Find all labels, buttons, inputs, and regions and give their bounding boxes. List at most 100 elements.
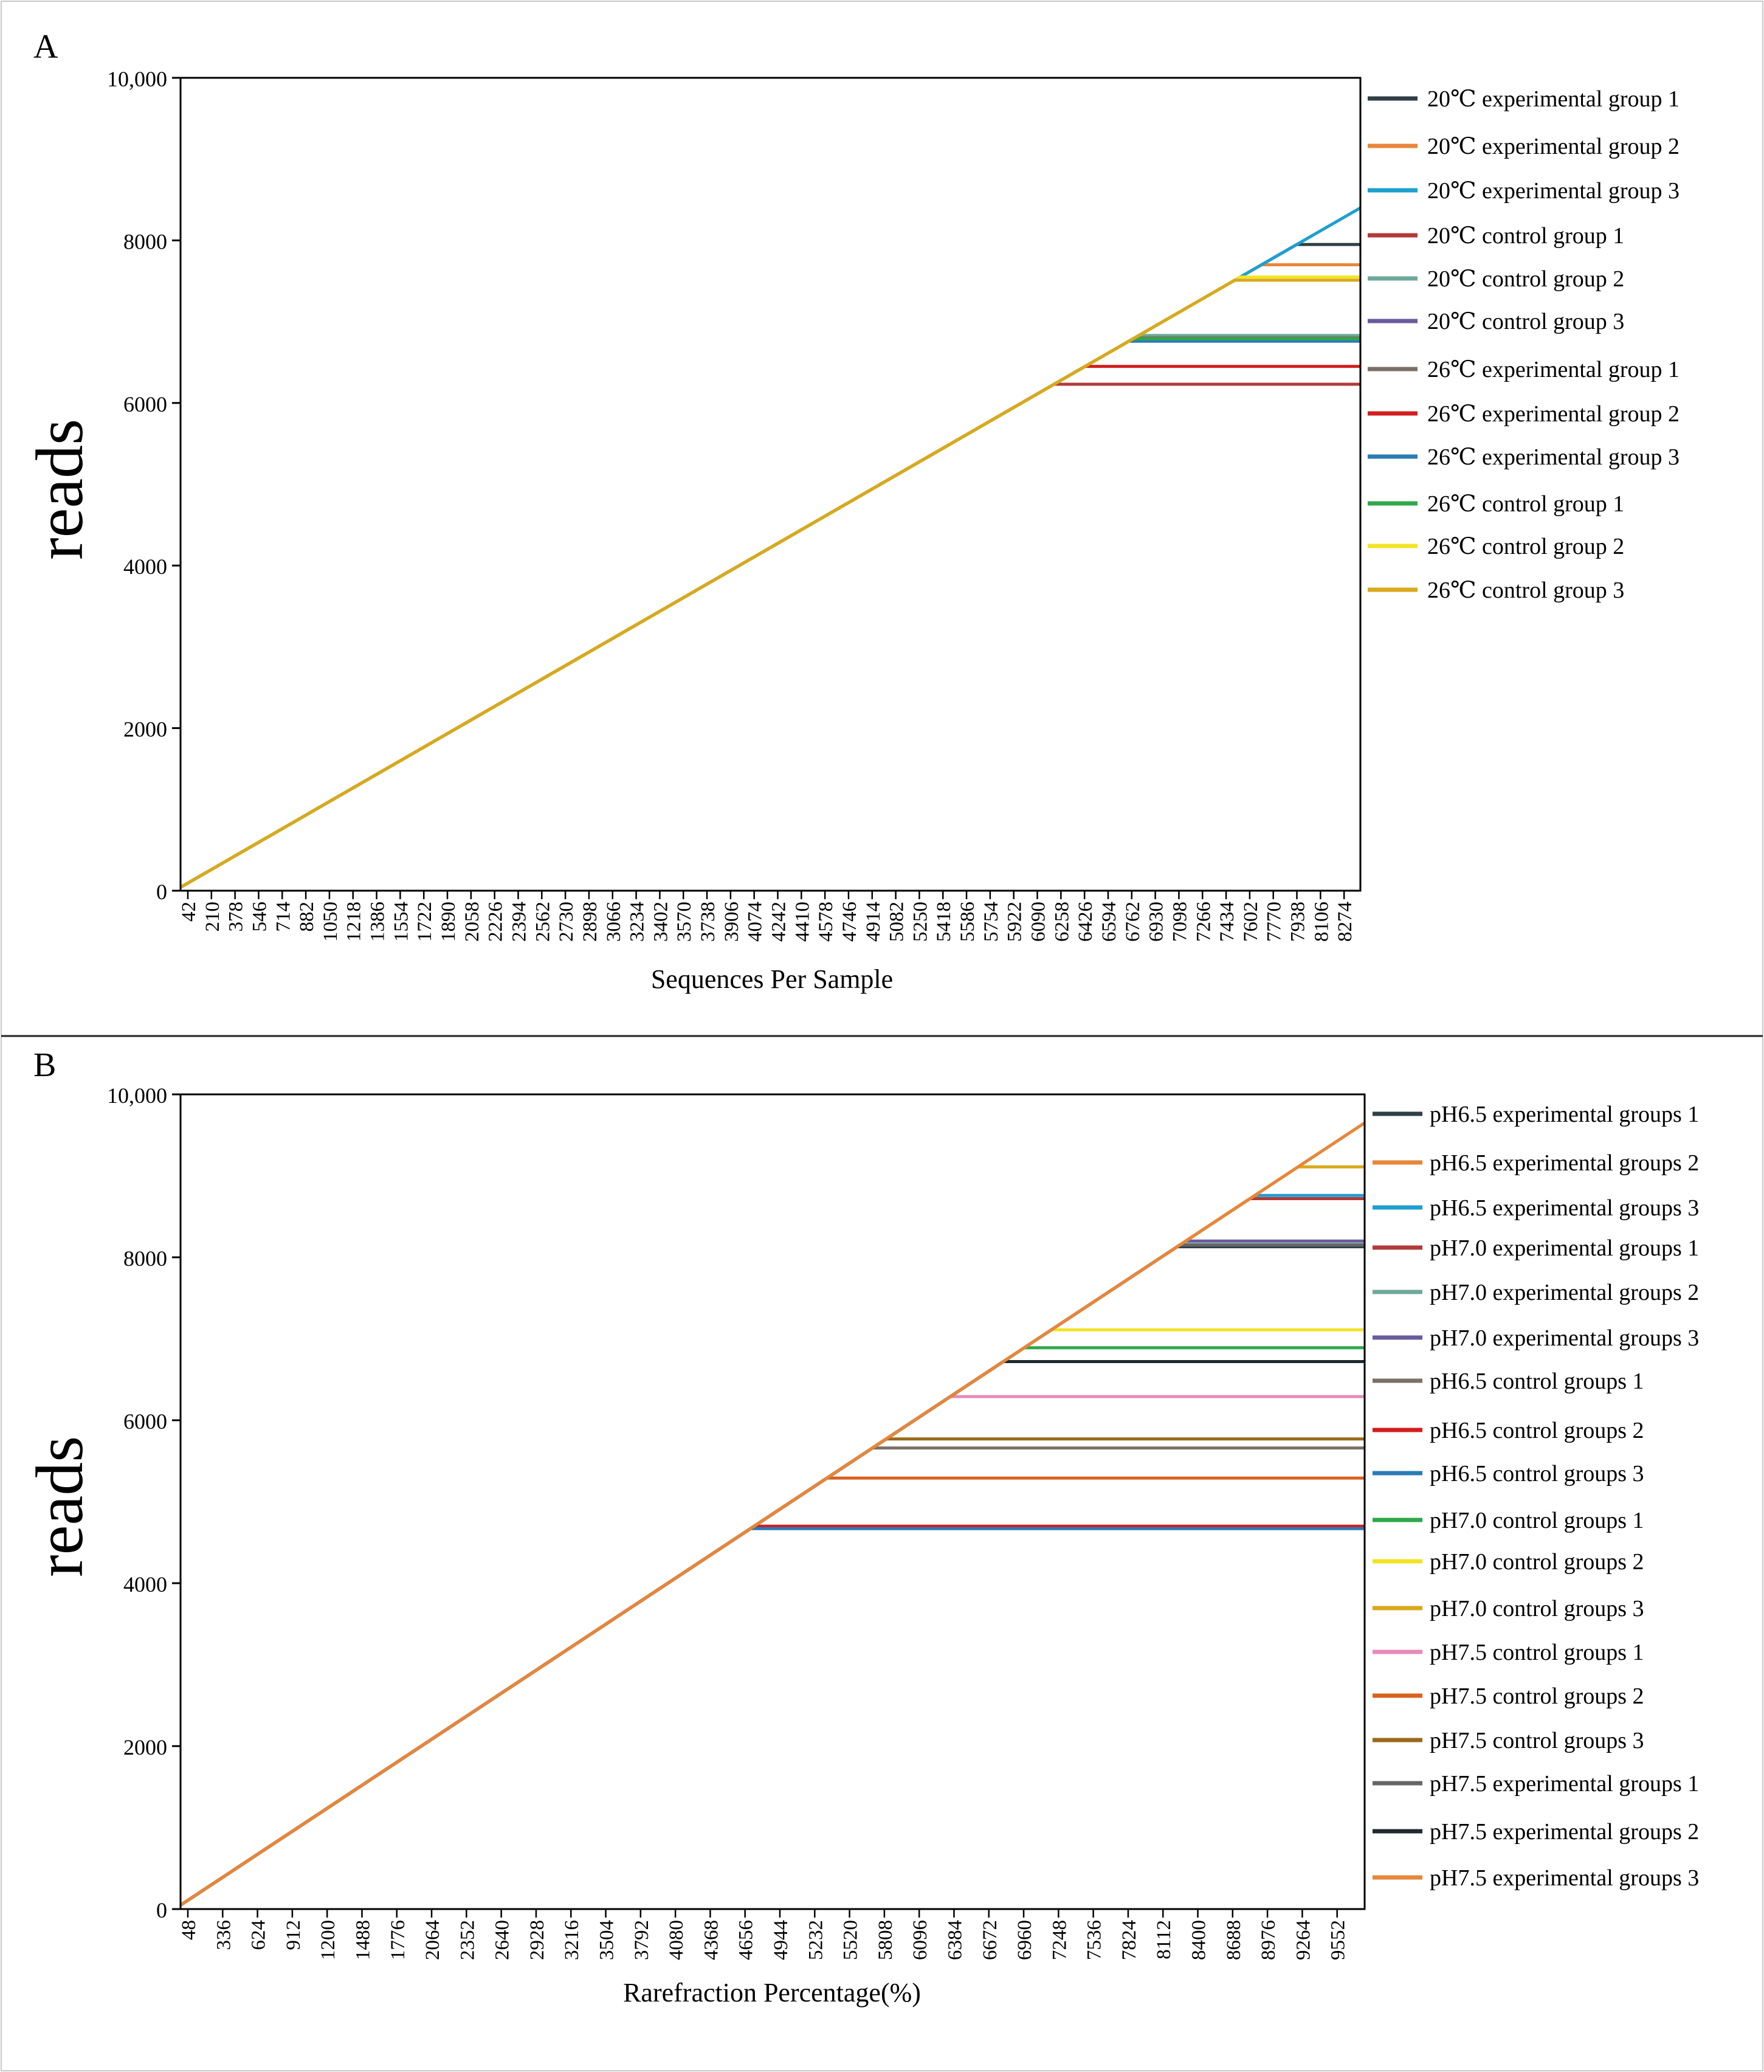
panel-b-y-tick-label: 2000 (123, 1735, 167, 1759)
panel-b-x-tick-label: 4080 (666, 1920, 687, 1960)
panel-b-legend-label: pH7.0 experimental groups 3 (1430, 1325, 1699, 1351)
panel-b-x-tick-label: 1200 (317, 1920, 339, 1960)
panel-a-x-tick-label: 3066 (603, 902, 625, 942)
panel-a-legend-label: 26℃ control group 1 (1427, 491, 1624, 517)
panel-a-x-tick-label: 3402 (650, 902, 672, 942)
panel-a-x-tick-label: 4578 (815, 902, 837, 942)
panel-a-x-tick-label: 1218 (343, 902, 365, 942)
panel-a-legend: 20℃ experimental group 1 20℃ experimental… (1368, 86, 1680, 603)
panel-a-x-tick-label: 4074 (745, 902, 767, 942)
panel-a-x-tick-label: 7938 (1287, 902, 1309, 942)
panel-a-x-tick-label: 1722 (414, 902, 436, 942)
panel-b-legend-label: pH6.5 control groups 1 (1430, 1369, 1644, 1394)
panel-a-legend-label: 20℃ experimental group 3 (1427, 178, 1680, 204)
panel-a-x-tick-label: 2226 (485, 902, 507, 942)
panel-a-legend-label: 20℃ control group 3 (1427, 309, 1624, 334)
panel-a-x-tick-label: 3906 (721, 902, 743, 942)
panel-a-x-tick-label: 8106 (1311, 902, 1332, 942)
panel-b-x-ticks: 48 336 624 912 1200 1488 1776 2064 2352 2640 2928 3… (178, 1909, 1349, 1960)
panel-b-x-tick-label: 9264 (1292, 1920, 1314, 1960)
panel-b-series-line (179, 1121, 1366, 1907)
panel-a-legend-label: 26℃ experimental group 2 (1427, 401, 1680, 427)
panel-a-x-tick-label: 2562 (532, 902, 554, 942)
panel-b-legend-label: pH7.5 experimental groups 2 (1430, 1819, 1699, 1845)
panel-b-y-ticks: 0 2000 4000 6000 8000 10,000 (107, 1083, 181, 1922)
panel-a-plot-frame (179, 77, 1362, 892)
panel-a-x-tick-label: 5418 (933, 902, 955, 942)
panel-b-y-tick-label: 6000 (123, 1409, 167, 1434)
panel-a-y-ticks: 0 2000 4000 6000 8000 10,000 (107, 67, 181, 904)
panel-a-x-tick-label: 4746 (839, 902, 861, 942)
panel-b-x-tick-label: 5520 (840, 1920, 862, 1960)
panel-a-x-tick-label: 7602 (1240, 902, 1262, 942)
panel-a-x-tick-label: 6594 (1098, 902, 1120, 942)
panel-a-x-tick-label: 7434 (1216, 902, 1238, 942)
panel-b-x-tick-label: 4944 (770, 1920, 792, 1960)
panel-a-legend-label: 20℃ control group 1 (1427, 223, 1624, 249)
panel-a-x-tick-label: 5922 (1004, 902, 1026, 942)
panel-a-series-line (179, 278, 1360, 889)
panel-a-x-tick-label: 1554 (390, 902, 412, 942)
panel-b-x-tick-label: 5232 (805, 1920, 827, 1960)
panel-b-legend-label: pH6.5 control groups 3 (1430, 1461, 1644, 1487)
panel-a-x-tick-label: 2394 (508, 902, 530, 942)
panel-b-x-tick-label: 8976 (1258, 1920, 1280, 1960)
panel-a-x-tick-label: 6762 (1122, 902, 1144, 942)
panel-a-y-tick-label: 6000 (123, 392, 167, 416)
panel-b-label: B (33, 1046, 56, 1084)
panel-b-x-tick-label: 7536 (1084, 1920, 1106, 1960)
panel-b-x-tick-label: 6384 (944, 1920, 966, 1960)
panel-a-x-axis-label: Sequences Per Sample (651, 964, 893, 994)
panel-b-y-tick-label: 8000 (123, 1246, 167, 1271)
panel-a-x-tick-label: 5082 (886, 902, 908, 942)
panel-b-legend-label: pH6.5 experimental groups 1 (1430, 1102, 1699, 1127)
panel-b-x-axis-label: Rarefraction Percentage(%) (623, 1978, 921, 2008)
panel-a-x-tick-label: 210 (202, 902, 224, 932)
panel-a-x-tick-label: 5250 (909, 902, 931, 942)
panel-a-x-tick-label: 882 (296, 902, 318, 932)
panel-b-legend-label: pH7.0 experimental groups 1 (1430, 1235, 1699, 1261)
panel-a-x-tick-label: 6426 (1075, 902, 1097, 942)
panel-a-x-tick-label: 7098 (1169, 902, 1191, 942)
panel-a-x-tick-label: 6090 (1028, 902, 1050, 942)
panel-b-x-tick-label: 6960 (1014, 1920, 1036, 1960)
panel-a-y-tick-label: 0 (156, 880, 167, 904)
panel-a-x-tick-label: 8274 (1334, 902, 1356, 942)
panel-a-legend-label: 26℃ control group 2 (1427, 534, 1624, 559)
panel-a-x-ticks: 42 210 378 546 714 882 1050 1218 1386 1554 1722 189… (178, 891, 1356, 942)
panel-a-legend-label: 26℃ control group 3 (1427, 578, 1624, 603)
panel-b-x-tick-label: 8112 (1153, 1920, 1175, 1960)
panel-a-y-tick-label: 4000 (123, 554, 167, 579)
panel-b-x-tick-label: 48 (178, 1920, 200, 1940)
panel-a: A reads Sequences Per Sample 0 2000 4000 60… (22, 28, 1680, 994)
panel-b-y-axis-label: reads (22, 1436, 97, 1577)
panel-b-legend-label: pH6.5 control groups 2 (1430, 1418, 1644, 1443)
panel-b-x-tick-label: 2640 (492, 1920, 514, 1960)
panel-a-x-tick-label: 7266 (1193, 902, 1214, 942)
panel-b-x-tick-label: 1488 (352, 1920, 374, 1960)
panel-b-x-tick-label: 912 (283, 1920, 305, 1950)
panel-b-series-lines (179, 1121, 1366, 1907)
panel-b-x-tick-label: 3216 (561, 1920, 583, 1960)
panel-b-y-tick-label: 0 (156, 1898, 167, 1922)
panel-b-legend-label: pH6.5 experimental groups 3 (1430, 1195, 1699, 1221)
panel-a-x-tick-label: 378 (226, 902, 247, 932)
panel-b-x-tick-label: 4368 (700, 1920, 722, 1960)
panel-b-x-tick-label: 2352 (457, 1920, 478, 1960)
panel-a-legend-label: 20℃ experimental group 2 (1427, 134, 1680, 159)
panel-a-x-tick-label: 546 (249, 902, 270, 932)
panel-a-legend-label: 20℃ experimental group 1 (1427, 86, 1680, 112)
panel-b-legend-label: pH6.5 experimental groups 2 (1430, 1150, 1699, 1176)
panel-a-x-tick-label: 4410 (791, 902, 813, 942)
panel-b-plot-frame (179, 1093, 1366, 1910)
panel-b-legend: pH6.5 experimental groups 1 pH6.5 experim… (1373, 1102, 1699, 1891)
panel-a-x-tick-label: 6258 (1051, 902, 1073, 942)
panel-a-x-tick-label: 6930 (1146, 902, 1168, 942)
panel-a-x-tick-label: 3234 (627, 902, 649, 942)
panel-b-x-tick-label: 2928 (526, 1920, 548, 1960)
panel-a-series-lines (179, 206, 1362, 889)
panel-a-x-tick-label: 7770 (1264, 902, 1286, 942)
panel-b-x-tick-label: 3504 (596, 1920, 618, 1960)
panel-a-label: A (33, 28, 58, 66)
panel-a-x-tick-label: 5586 (957, 902, 979, 942)
